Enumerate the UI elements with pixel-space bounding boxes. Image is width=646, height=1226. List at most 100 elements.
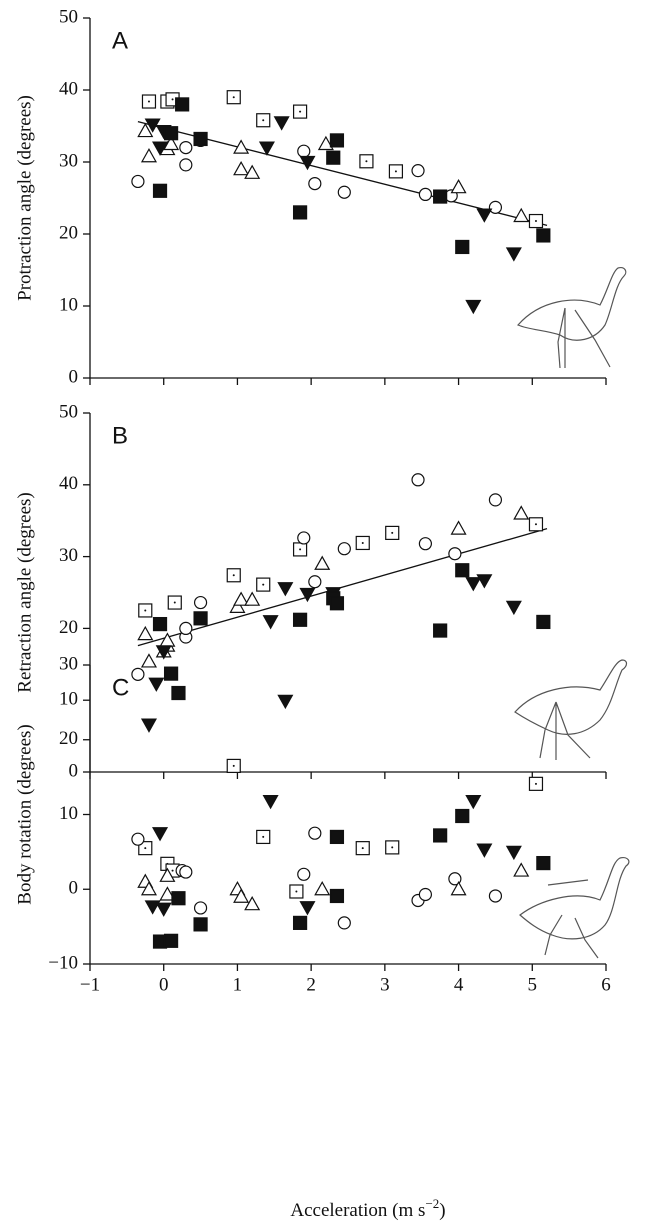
- marker-square: [329, 829, 345, 845]
- marker-triangle-down: [262, 794, 279, 810]
- bird-illustration-b: [514, 659, 628, 760]
- y-tick-label: 30: [59, 545, 78, 566]
- marker-triangle-up: [229, 598, 246, 613]
- marker-triangle-up: [450, 520, 467, 535]
- marker-circle: [308, 575, 322, 589]
- x-tick-label: 3: [380, 974, 390, 995]
- marker-square: [329, 888, 345, 904]
- marker-triangle-up: [233, 888, 250, 903]
- y-tick-label: 10: [59, 294, 78, 315]
- bird-illustration-c: [519, 857, 630, 959]
- marker-square: [171, 685, 186, 701]
- marker-square: [152, 616, 168, 632]
- y-tick-label: 10: [59, 803, 78, 824]
- marker-square: [163, 666, 179, 681]
- marker-square: [326, 150, 341, 165]
- marker-dot: [361, 847, 364, 850]
- marker-square: [536, 614, 551, 630]
- trend-line: [137, 527, 548, 647]
- marker-triangle-down: [258, 141, 275, 156]
- marker-triangle-down: [277, 694, 294, 710]
- marker-circle: [297, 867, 311, 881]
- marker-dot: [361, 541, 364, 544]
- marker-circle: [418, 187, 432, 201]
- y-tick-label: −10: [48, 952, 78, 973]
- marker-triangle-up: [513, 207, 530, 223]
- x-tick-label: 6: [601, 974, 611, 995]
- marker-square: [152, 183, 168, 198]
- marker-triangle-up: [159, 867, 176, 882]
- marker-triangle-down: [465, 794, 482, 810]
- marker-triangle-down: [476, 574, 493, 589]
- marker-triangle-down: [144, 900, 161, 915]
- marker-dot: [299, 110, 302, 113]
- marker-triangle-up: [137, 625, 154, 641]
- marker-square: [455, 239, 470, 255]
- marker-circle: [337, 185, 351, 199]
- marker-circle: [179, 158, 193, 172]
- marker-square: [292, 612, 308, 627]
- marker-square: [536, 228, 551, 243]
- marker-square: [292, 915, 308, 930]
- marker-triangle-up: [140, 881, 157, 896]
- marker-triangle-up: [159, 886, 176, 901]
- marker-dot: [171, 98, 174, 101]
- marker-dot: [144, 609, 147, 612]
- marker-triangle-up: [244, 895, 261, 911]
- marker-circle: [193, 595, 208, 610]
- marker-triangle-down: [155, 645, 172, 660]
- marker-triangle-up: [513, 505, 530, 520]
- y-tick-label: 20: [59, 728, 78, 749]
- marker-dot: [262, 835, 265, 838]
- marker-dot: [262, 583, 265, 586]
- marker-triangle-down: [505, 247, 522, 262]
- marker-triangle-down: [155, 902, 172, 917]
- marker-triangle-up: [140, 653, 157, 668]
- marker-square: [292, 205, 308, 220]
- marker-circle: [297, 144, 311, 158]
- marker-triangle-up: [137, 122, 154, 138]
- panel-label: B: [112, 422, 128, 449]
- x-tick-label: 0: [159, 974, 169, 995]
- y-tick-label: 30: [59, 653, 78, 674]
- marker-triangle-down: [505, 845, 522, 861]
- marker-circle: [337, 542, 351, 556]
- marker-dot: [391, 846, 394, 849]
- marker-square: [433, 623, 448, 638]
- marker-circle: [488, 889, 503, 903]
- x-label-end: ): [439, 1200, 445, 1221]
- x-tick-label: 5: [528, 974, 538, 995]
- y-axis-label: Protraction angle (degrees): [14, 95, 35, 301]
- y-tick-label: 0: [69, 878, 79, 899]
- marker-dot: [144, 847, 147, 850]
- marker-triangle-up: [513, 862, 530, 877]
- marker-square: [163, 126, 179, 141]
- marker-square: [175, 97, 190, 112]
- x-axis-label: Acceleration (m s−2): [290, 1196, 445, 1221]
- x-tick-label: 4: [454, 974, 464, 995]
- marker-circle: [418, 537, 432, 551]
- marker-square: [171, 891, 186, 906]
- marker-triangle-down: [152, 827, 169, 842]
- marker-square: [193, 917, 208, 932]
- marker-triangle-down: [262, 615, 279, 630]
- y-tick-label: 0: [69, 760, 79, 781]
- panel-label: A: [112, 27, 128, 54]
- marker-circle: [131, 667, 145, 681]
- marker-dot: [394, 170, 397, 173]
- marker-square: [329, 596, 345, 611]
- marker-circle: [308, 826, 322, 840]
- marker-triangle-down: [465, 299, 482, 315]
- marker-circle: [411, 164, 425, 178]
- marker-dot: [391, 531, 394, 534]
- marker-circle: [131, 174, 145, 189]
- marker-square: [433, 828, 448, 843]
- marker-circle: [179, 865, 193, 879]
- marker-square: [536, 855, 551, 871]
- marker-triangle-up: [140, 148, 157, 163]
- marker-square: [193, 611, 208, 626]
- marker-circle: [297, 531, 311, 545]
- marker-triangle-up: [450, 178, 467, 194]
- marker-circle: [411, 473, 425, 487]
- marker-dot: [534, 782, 537, 785]
